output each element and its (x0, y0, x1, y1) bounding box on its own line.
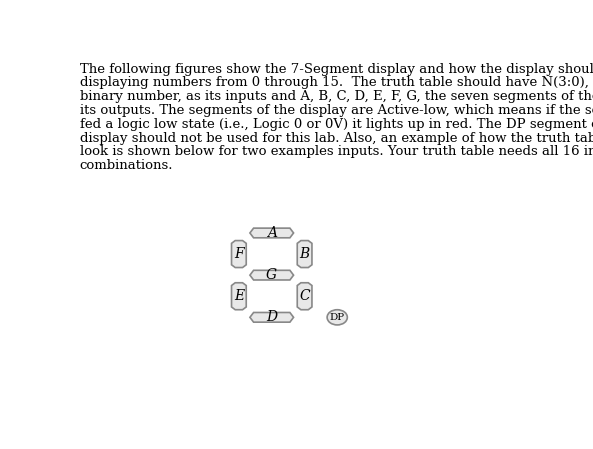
Polygon shape (231, 241, 246, 268)
Text: display should not be used for this lab. Also, an example of how the truth table: display should not be used for this lab.… (79, 132, 593, 145)
Circle shape (327, 310, 347, 325)
Polygon shape (250, 228, 294, 238)
Polygon shape (231, 283, 246, 310)
Text: C: C (299, 289, 310, 303)
Text: B: B (299, 247, 310, 261)
Text: look is shown below for two examples inputs. Your truth table needs all 16 input: look is shown below for two examples inp… (79, 145, 593, 158)
Text: A: A (267, 226, 277, 240)
Text: fed a logic low state (i.e., Logic 0 or 0V) it lights up in red. The DP segment : fed a logic low state (i.e., Logic 0 or … (79, 118, 593, 131)
Text: binary number, as its inputs and A, B, C, D, E, F, G, the seven segments of the : binary number, as its inputs and A, B, C… (79, 90, 593, 103)
Text: combinations.: combinations. (79, 159, 173, 172)
Text: F: F (234, 247, 244, 261)
Text: its outputs. The segments of the display are Active-low, which means if the segm: its outputs. The segments of the display… (79, 104, 593, 117)
Text: displaying numbers from 0 through 15.  The truth table should have N(3:0), the 4: displaying numbers from 0 through 15. Th… (79, 76, 593, 89)
Text: G: G (266, 268, 278, 282)
Text: DP: DP (330, 313, 345, 322)
Text: D: D (266, 310, 278, 324)
Polygon shape (250, 313, 294, 322)
Polygon shape (297, 283, 312, 310)
Polygon shape (250, 270, 294, 280)
Text: E: E (234, 289, 244, 303)
Polygon shape (297, 241, 312, 268)
Text: The following figures show the 7-Segment display and how the display should look: The following figures show the 7-Segment… (79, 62, 593, 75)
